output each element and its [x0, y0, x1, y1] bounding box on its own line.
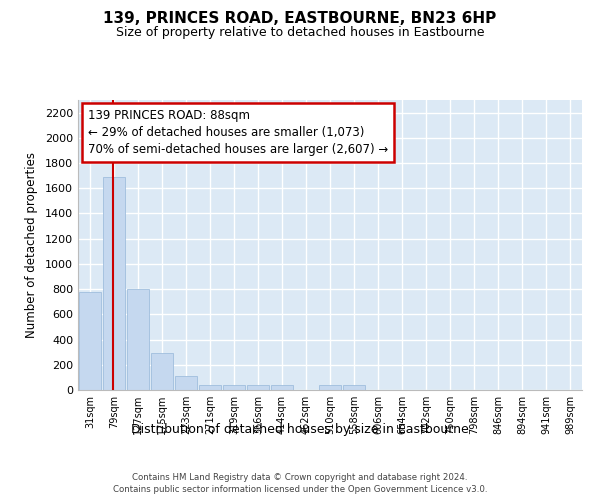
Text: 139 PRINCES ROAD: 88sqm
← 29% of detached houses are smaller (1,073)
70% of semi: 139 PRINCES ROAD: 88sqm ← 29% of detache…	[88, 108, 388, 156]
Bar	[103, 177, 125, 390]
Bar	[151, 353, 173, 390]
Bar	[199, 385, 221, 390]
Text: Contains public sector information licensed under the Open Government Licence v3: Contains public sector information licen…	[113, 485, 487, 494]
Text: Size of property relative to detached houses in Eastbourne: Size of property relative to detached ho…	[116, 26, 484, 39]
Bar	[223, 385, 245, 390]
Bar	[127, 289, 149, 390]
Bar	[79, 292, 101, 390]
Y-axis label: Number of detached properties: Number of detached properties	[25, 152, 38, 338]
Bar	[319, 385, 341, 390]
Bar	[175, 376, 197, 390]
Bar	[271, 385, 293, 390]
Text: Distribution of detached houses by size in Eastbourne: Distribution of detached houses by size …	[131, 422, 469, 436]
Text: Contains HM Land Registry data © Crown copyright and database right 2024.: Contains HM Land Registry data © Crown c…	[132, 472, 468, 482]
Bar	[247, 385, 269, 390]
Bar	[343, 385, 365, 390]
Text: 139, PRINCES ROAD, EASTBOURNE, BN23 6HP: 139, PRINCES ROAD, EASTBOURNE, BN23 6HP	[103, 11, 497, 26]
